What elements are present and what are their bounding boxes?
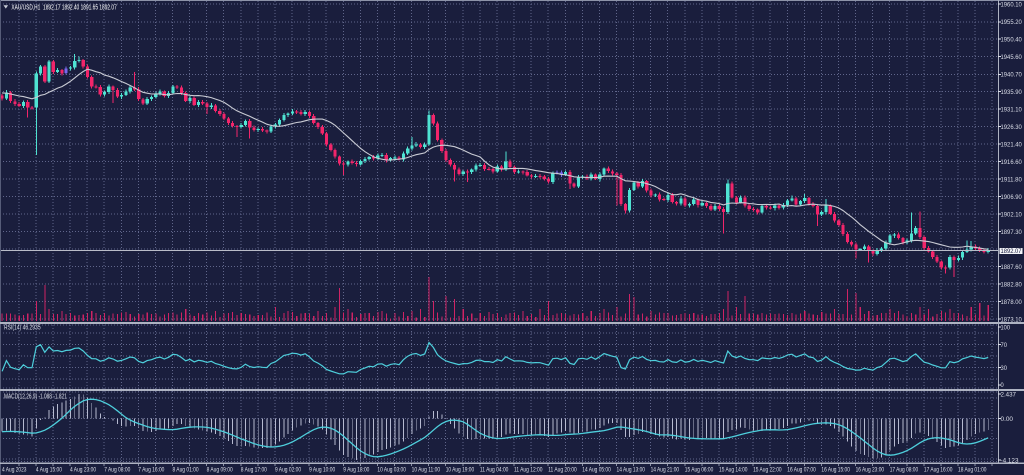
- svg-text:1902.10: 1902.10: [1001, 212, 1023, 219]
- svg-text:RSI(14) 46.2935: RSI(14) 46.2935: [4, 325, 41, 332]
- svg-text:1945.60: 1945.60: [1001, 54, 1023, 61]
- svg-text:1921.40: 1921.40: [1001, 142, 1023, 149]
- svg-text:1940.70: 1940.70: [1001, 72, 1023, 79]
- svg-text:70: 70: [1001, 342, 1008, 349]
- svg-text:14 Aug 21:00: 14 Aug 21:00: [651, 466, 680, 473]
- svg-text:10 Aug 19:00: 10 Aug 19:00: [446, 466, 475, 473]
- svg-text:14 Aug 13:00: 14 Aug 13:00: [617, 466, 646, 473]
- svg-text:4 Aug 15:00: 4 Aug 15:00: [36, 466, 62, 473]
- svg-text:15 Aug 22:00: 15 Aug 22:00: [753, 466, 782, 473]
- svg-text:11 Aug 12:00: 11 Aug 12:00: [514, 466, 543, 473]
- svg-text:1960.10: 1960.10: [1001, 1, 1023, 8]
- svg-text:16 Aug 23:00: 16 Aug 23:00: [856, 466, 885, 473]
- svg-text:0: 0: [1001, 382, 1005, 389]
- svg-text:8 Aug 17:00: 8 Aug 17:00: [241, 466, 267, 473]
- svg-text:1906.90: 1906.90: [1001, 194, 1023, 201]
- svg-text:8 Aug 01:00: 8 Aug 01:00: [173, 466, 199, 473]
- svg-text:14 Aug 05:00: 14 Aug 05:00: [582, 466, 611, 473]
- svg-text:1935.90: 1935.90: [1001, 89, 1023, 96]
- svg-text:11 Aug 04:00: 11 Aug 04:00: [480, 466, 509, 473]
- svg-text:9 Aug 02:00: 9 Aug 02:00: [275, 466, 301, 473]
- svg-text:1892.07: 1892.07: [1001, 248, 1022, 255]
- svg-text:1911.80: 1911.80: [1001, 176, 1023, 183]
- svg-text:1926.30: 1926.30: [1001, 124, 1023, 131]
- svg-text:11 Aug 20:00: 11 Aug 20:00: [548, 466, 577, 473]
- svg-text:100: 100: [1001, 325, 1011, 332]
- svg-text:30: 30: [1001, 365, 1008, 372]
- svg-text:2.437: 2.437: [1001, 391, 1017, 398]
- svg-text:17 Aug 08:00: 17 Aug 08:00: [890, 466, 919, 473]
- svg-text:9 Aug 18:00: 9 Aug 18:00: [343, 466, 369, 473]
- svg-text:1897.30: 1897.30: [1001, 229, 1023, 236]
- svg-text:0.00: 0.00: [1001, 416, 1014, 423]
- svg-text:16 Aug 07:00: 16 Aug 07:00: [787, 466, 816, 473]
- svg-text:1887.60: 1887.60: [1001, 264, 1023, 271]
- svg-text:4 Aug 2023: 4 Aug 2023: [2, 466, 27, 473]
- svg-text:17 Aug 16:00: 17 Aug 16:00: [924, 466, 953, 473]
- svg-text:MACD(12,26,9) -1.088 -1.821: MACD(12,26,9) -1.088 -1.821: [4, 393, 67, 400]
- svg-text:16 Aug 15:00: 16 Aug 15:00: [821, 466, 850, 473]
- svg-text:4 Aug 23:00: 4 Aug 23:00: [70, 466, 96, 473]
- svg-text:9 Aug 10:00: 9 Aug 10:00: [309, 466, 335, 473]
- svg-text:1873.10: 1873.10: [1001, 317, 1023, 324]
- svg-text:1916.60: 1916.60: [1001, 159, 1023, 166]
- svg-text:7 Aug 16:00: 7 Aug 16:00: [138, 466, 164, 473]
- svg-text:7 Aug 08:00: 7 Aug 08:00: [104, 466, 130, 473]
- svg-text:1882.80: 1882.80: [1001, 282, 1023, 289]
- svg-text:XAU/USD,H1 1892.17 1892.40 18: XAU/USD,H1 1892.17 1892.40 1891.65 1892.…: [11, 5, 116, 12]
- svg-text:10 Aug 03:00: 10 Aug 03:00: [377, 466, 406, 473]
- svg-text:1955.20: 1955.20: [1001, 19, 1023, 26]
- svg-text:8 Aug 09:00: 8 Aug 09:00: [207, 466, 233, 473]
- svg-text:15 Aug 06:00: 15 Aug 06:00: [685, 466, 714, 473]
- svg-text:10 Aug 11:00: 10 Aug 11:00: [412, 466, 441, 473]
- svg-text:1931.10: 1931.10: [1001, 107, 1023, 114]
- svg-text:15 Aug 14:00: 15 Aug 14:00: [719, 466, 748, 473]
- svg-text:1950.40: 1950.40: [1001, 37, 1023, 44]
- svg-text:-4.123: -4.123: [1001, 458, 1019, 465]
- svg-text:18 Aug 01:00: 18 Aug 01:00: [958, 466, 987, 473]
- svg-text:1878.00: 1878.00: [1001, 299, 1023, 306]
